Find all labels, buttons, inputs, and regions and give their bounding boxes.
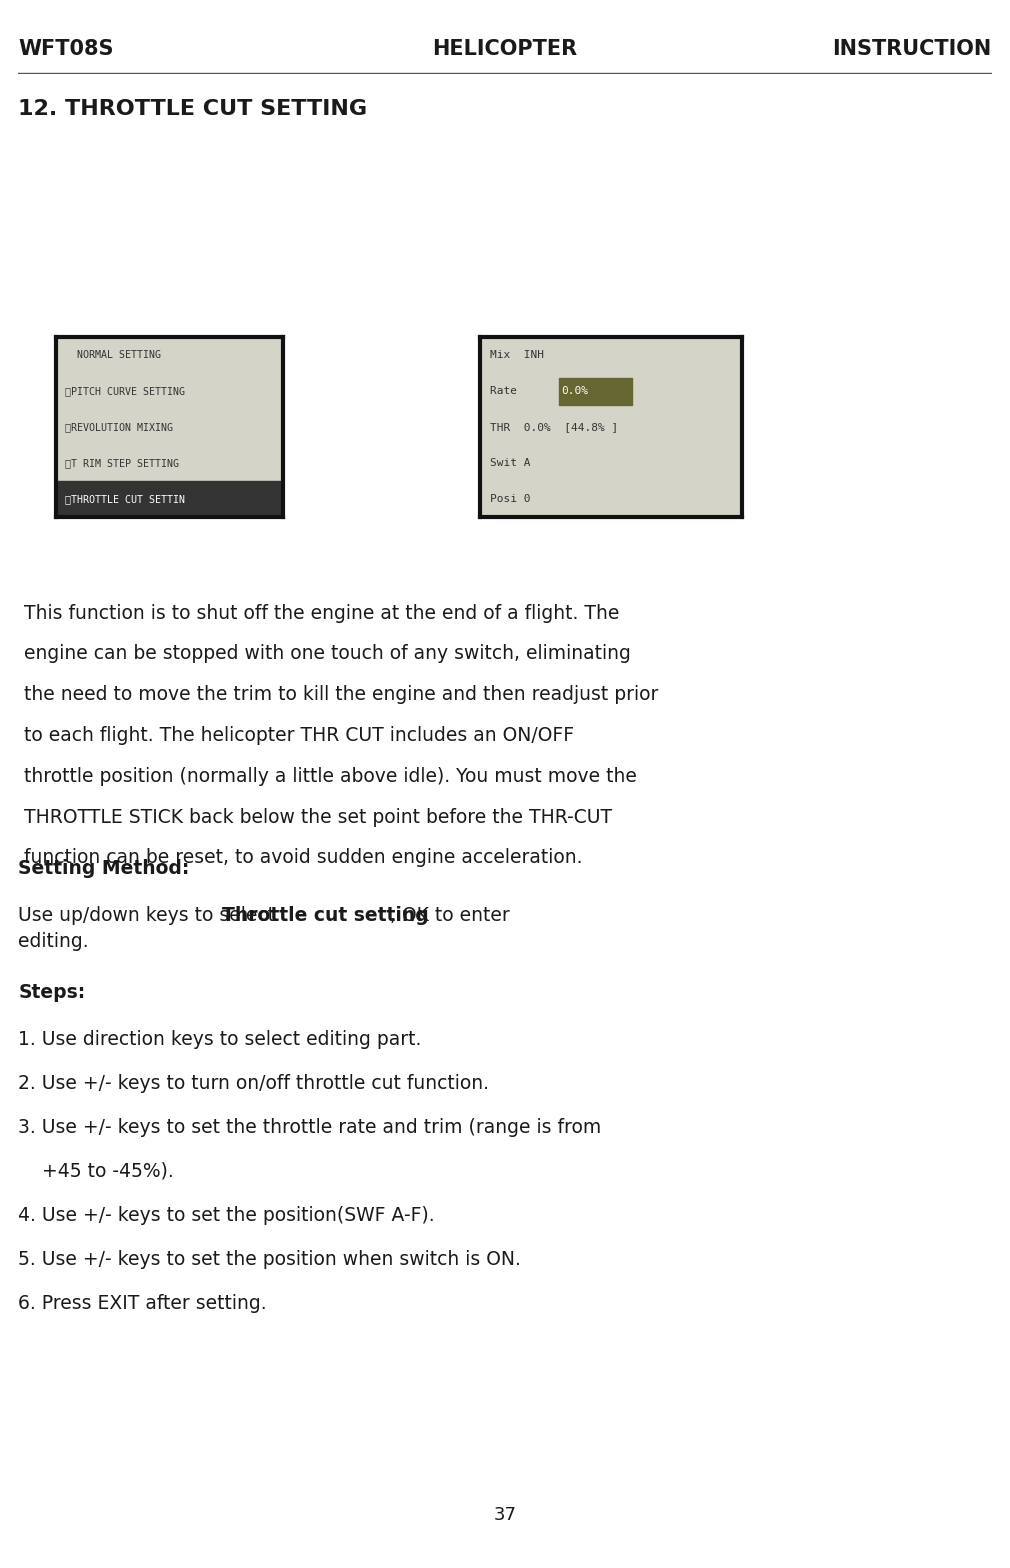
Text: 2. Use +/- keys to turn on/off throttle cut function.: 2. Use +/- keys to turn on/off throttle …	[18, 1074, 489, 1093]
Text: function can be reset, to avoid sudden engine acceleration.: function can be reset, to avoid sudden e…	[18, 848, 583, 867]
Text: THR  0.0%  [44.8% ]: THR 0.0% [44.8% ]	[490, 422, 618, 433]
Text: the need to move the trim to kill the engine and then readjust prior: the need to move the trim to kill the en…	[18, 685, 659, 704]
Text: Use up/down keys to select: Use up/down keys to select	[18, 906, 281, 925]
Text: 37: 37	[494, 1507, 516, 1524]
Text: 5. Use +/- keys to set the position when switch is ON.: 5. Use +/- keys to set the position when…	[18, 1250, 521, 1269]
Text: ⒨PITCH CURVE SETTING: ⒨PITCH CURVE SETTING	[65, 386, 185, 397]
Text: Posi 0: Posi 0	[490, 494, 530, 505]
Text: ⒩REVOLUTION MIXING: ⒩REVOLUTION MIXING	[65, 422, 173, 433]
Text: Throttle cut setting: Throttle cut setting	[222, 906, 428, 925]
Text: to each flight. The helicopter THR CUT includes an ON/OFF: to each flight. The helicopter THR CUT i…	[18, 726, 575, 745]
Text: 6. Press EXIT after setting.: 6. Press EXIT after setting.	[18, 1294, 267, 1312]
Text: engine can be stopped with one touch of any switch, eliminating: engine can be stopped with one touch of …	[18, 644, 631, 663]
Text: Mix  INH: Mix INH	[490, 350, 544, 361]
Text: 0.0%: 0.0%	[562, 386, 588, 397]
Text: editing.: editing.	[18, 933, 89, 952]
Text: INSTRUCTION: INSTRUCTION	[832, 39, 992, 60]
Text: ⒫THROTTLE CUT SETTIN: ⒫THROTTLE CUT SETTIN	[65, 494, 185, 505]
FancyBboxPatch shape	[559, 378, 632, 405]
Text: This function is to shut off the engine at the end of a flight. The: This function is to shut off the engine …	[18, 604, 619, 622]
Text: , OK to enter: , OK to enter	[390, 906, 510, 925]
Text: Steps:: Steps:	[18, 983, 86, 1002]
Text: WFT08S: WFT08S	[18, 39, 114, 60]
Text: 12. THROTTLE CUT SETTING: 12. THROTTLE CUT SETTING	[18, 99, 368, 119]
Text: 4. Use +/- keys to set the position(SWF A-F).: 4. Use +/- keys to set the position(SWF …	[18, 1206, 434, 1225]
Text: 3. Use +/- keys to set the throttle rate and trim (range is from: 3. Use +/- keys to set the throttle rate…	[18, 1118, 601, 1137]
Text: THROTTLE STICK back below the set point before the THR-CUT: THROTTLE STICK back below the set point …	[18, 808, 612, 826]
Text: 1. Use direction keys to select editing part.: 1. Use direction keys to select editing …	[18, 1030, 421, 1049]
Text: Setting Method:: Setting Method:	[18, 859, 190, 878]
Text: HELICOPTER: HELICOPTER	[432, 39, 578, 60]
Text: throttle position (normally a little above idle). You must move the: throttle position (normally a little abo…	[18, 767, 637, 786]
Text: +45 to -45%).: +45 to -45%).	[18, 1162, 174, 1181]
Text: Swit A: Swit A	[490, 458, 530, 469]
Text: ⒪T RIM STEP SETTING: ⒪T RIM STEP SETTING	[65, 458, 179, 469]
Bar	[56, 481, 283, 517]
Text: NORMAL SETTING: NORMAL SETTING	[65, 350, 161, 361]
Text: Rate: Rate	[490, 386, 524, 397]
